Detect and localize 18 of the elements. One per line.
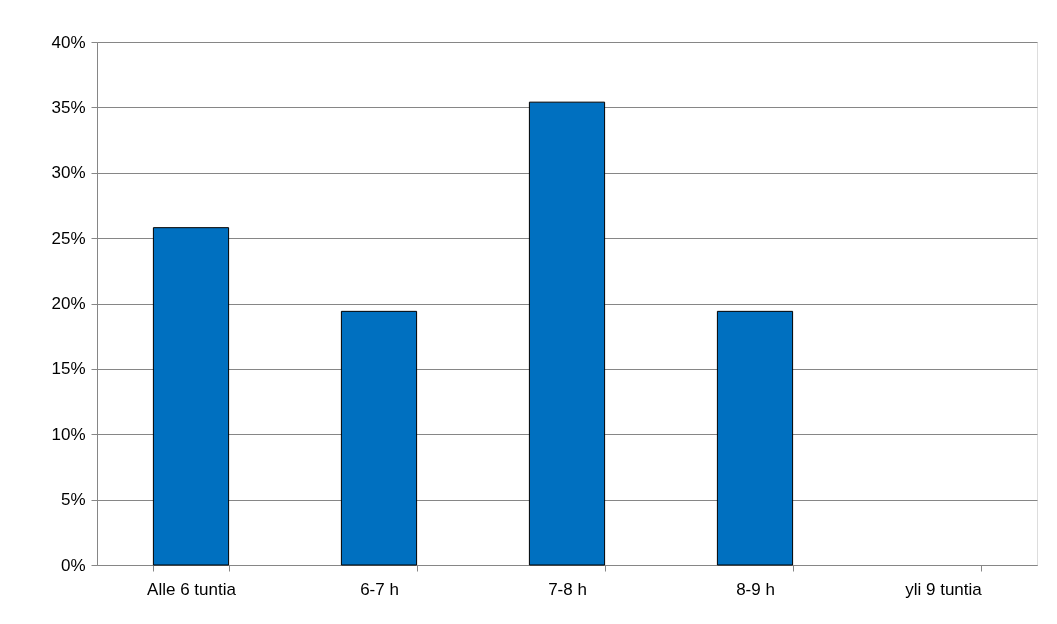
x-tick-label: 8-9 h <box>736 579 775 599</box>
x-tick-label: 6-7 h <box>360 579 399 599</box>
x-tick-label: Alle 6 tuntia <box>147 579 237 599</box>
x-tick-label: yli 9 tuntia <box>905 579 983 599</box>
y-tick-label: 25% <box>51 228 86 248</box>
y-tick-label: 40% <box>51 32 86 52</box>
bar <box>152 227 230 566</box>
y-tick-label: 35% <box>51 97 86 117</box>
x-tick-label: 7-8 h <box>548 579 587 599</box>
y-tick-label: 10% <box>51 424 86 444</box>
bar <box>528 101 606 566</box>
y-tick-label: 15% <box>51 359 86 379</box>
y-tick-label: 30% <box>51 163 86 183</box>
y-tick-label: 5% <box>60 490 86 510</box>
bar <box>716 310 794 566</box>
y-tick-label: 20% <box>51 294 86 313</box>
bar <box>340 310 418 566</box>
y-tick-label: 0% <box>60 555 86 575</box>
